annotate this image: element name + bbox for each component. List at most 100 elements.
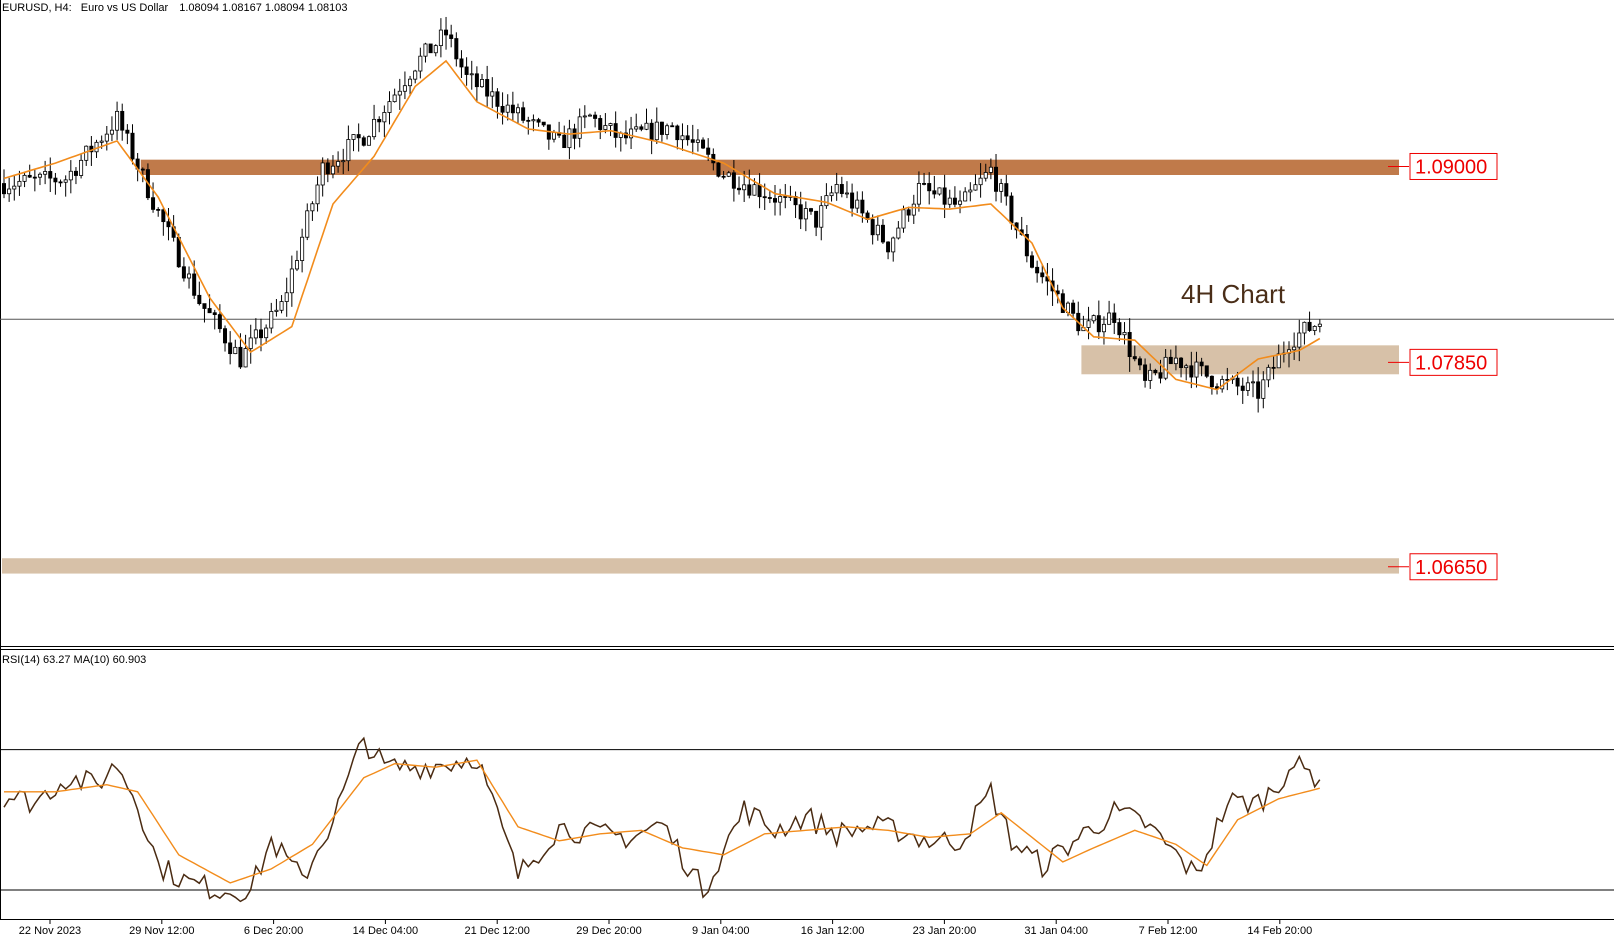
candle: [690, 124, 695, 155]
candle: [17, 170, 22, 196]
candle: [115, 101, 120, 140]
candle: [582, 105, 587, 129]
candle: [546, 124, 551, 150]
moving-average-line: [3, 59, 1321, 391]
candle: [1040, 264, 1045, 284]
candle: [444, 16, 449, 50]
candle: [1199, 357, 1204, 377]
candle: [346, 125, 351, 172]
candle: [906, 206, 911, 222]
candle: [243, 334, 248, 368]
candle: [228, 331, 233, 365]
candle: [1204, 365, 1209, 379]
candle: [808, 207, 813, 215]
candle: [433, 44, 438, 57]
candle: [1261, 371, 1266, 409]
candle: [1302, 321, 1307, 345]
candle: [485, 65, 490, 107]
candle: [320, 157, 325, 197]
candle: [896, 221, 901, 240]
x-tick-label: 16 Jan 12:00: [801, 925, 865, 937]
candle: [469, 60, 474, 90]
x-tick-label: 6 Dec 20:00: [244, 925, 303, 937]
candle: [891, 236, 896, 262]
price-label-0: 1.09000: [1415, 156, 1487, 178]
candle: [500, 92, 505, 125]
candle: [747, 169, 752, 199]
candle: [181, 257, 186, 282]
candle: [767, 190, 772, 204]
candle: [1251, 370, 1256, 398]
candle: [603, 113, 608, 134]
candle: [844, 181, 849, 199]
candle: [541, 121, 546, 127]
candle: [505, 94, 510, 121]
candle: [418, 47, 423, 79]
candle: [567, 119, 572, 160]
candle: [1086, 306, 1091, 340]
candle: [12, 174, 17, 201]
candle: [361, 135, 366, 147]
candle: [886, 241, 891, 260]
candle: [197, 281, 202, 306]
candle: [572, 123, 577, 150]
ma-layer: [3, 59, 1321, 391]
candle: [279, 295, 284, 314]
candle: [79, 153, 84, 179]
candle: [654, 107, 659, 144]
candle: [834, 172, 839, 201]
x-tick-label: 21 Dec 12:00: [464, 925, 529, 937]
candle: [1194, 351, 1199, 388]
candle: [1122, 322, 1127, 345]
candle: [1307, 311, 1312, 332]
candle: [1091, 314, 1096, 324]
candle: [1297, 319, 1302, 362]
candle: [248, 324, 253, 364]
candle: [644, 108, 649, 131]
candle: [217, 304, 222, 333]
candle: [449, 24, 454, 48]
candle: [1148, 363, 1153, 389]
candle: [104, 125, 109, 151]
candle: [968, 182, 973, 202]
candle: [382, 105, 387, 138]
candle: [942, 174, 947, 219]
candle: [1143, 358, 1148, 388]
candle: [634, 113, 639, 132]
candle: [623, 120, 628, 145]
x-tick-label: 23 Jan 20:00: [913, 925, 977, 937]
candle: [1317, 319, 1322, 333]
candle: [187, 266, 192, 289]
candle: [1117, 318, 1122, 341]
candle: [788, 185, 793, 201]
candle: [464, 57, 469, 86]
zone-2: [2, 558, 1399, 574]
x-tick-label: 14 Dec 04:00: [353, 925, 418, 937]
candles-layer: [2, 16, 1322, 413]
candle: [68, 160, 73, 194]
candle: [1127, 318, 1132, 372]
candle: [911, 194, 916, 224]
zone-0: [140, 159, 1399, 175]
ohlc-values: 1.08094 1.08167 1.08094 1.08103: [179, 2, 347, 14]
candle: [865, 210, 870, 223]
candle: [294, 250, 299, 272]
candle: [212, 309, 217, 330]
candle: [84, 145, 89, 166]
candle: [880, 219, 885, 244]
chart-annotation: 4H Chart: [1181, 279, 1286, 309]
candle: [1137, 356, 1142, 371]
candle: [454, 32, 459, 67]
candle: [300, 228, 305, 273]
rsi-ma-line: [4, 759, 1320, 884]
candle: [315, 176, 320, 212]
candle: [1112, 303, 1117, 335]
price-label-box-2: [1409, 553, 1498, 581]
candle: [613, 111, 618, 148]
candle: [73, 167, 78, 185]
candle: [593, 111, 598, 128]
candle: [952, 186, 957, 208]
candle: [120, 103, 125, 141]
candle: [356, 123, 361, 152]
candle: [695, 129, 700, 152]
